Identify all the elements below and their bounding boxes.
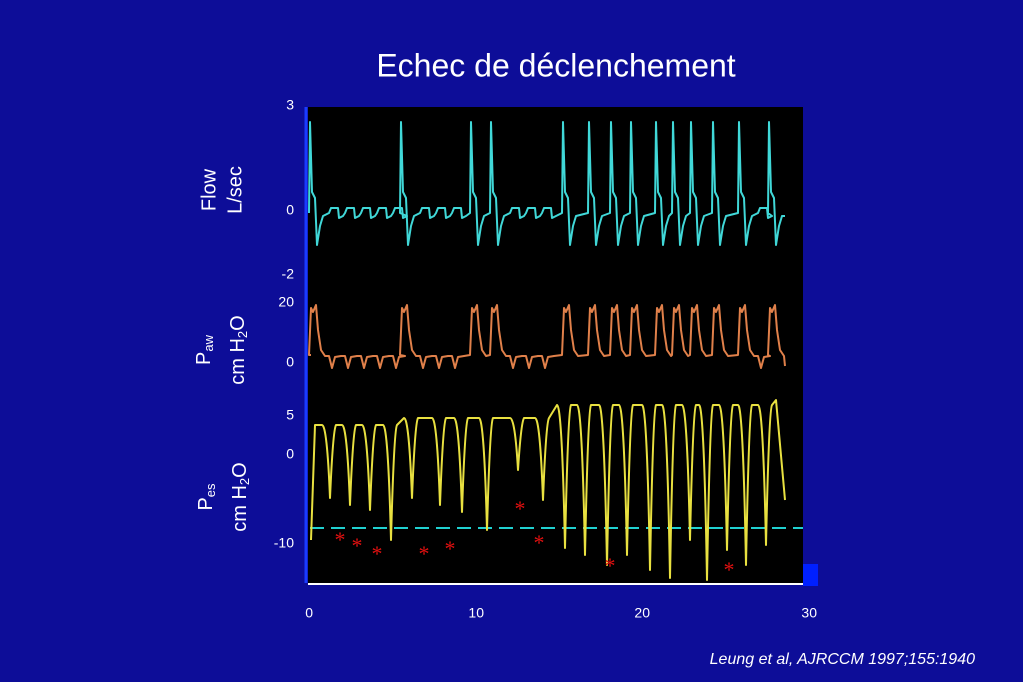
y-tick-label: 0 [286, 354, 294, 370]
marker: * [724, 557, 735, 582]
marker: * [445, 536, 456, 561]
subscript: es [203, 483, 218, 497]
traces [308, 121, 786, 581]
y-tick-label: -10 [274, 535, 294, 551]
marker: * [372, 541, 383, 566]
y-tick-label: -2 [282, 266, 295, 282]
marker: * [534, 530, 545, 555]
y-tick-label: 5 [286, 407, 294, 423]
unit: cm H [227, 338, 249, 385]
pressure-trace [308, 304, 786, 369]
marker: * [605, 553, 616, 578]
y-tick-label: 3 [286, 97, 294, 113]
marker: * [515, 496, 526, 521]
subscript: aw [201, 334, 216, 351]
x-tick-label: 0 [305, 605, 313, 621]
x-tick-label: 10 [468, 605, 484, 621]
marker: * [335, 527, 346, 552]
y-tick-label: 20 [278, 294, 294, 310]
symbol: P [195, 497, 217, 510]
x-tick-label: 30 [801, 605, 817, 621]
y-tick-label: 0 [286, 446, 294, 462]
y-tick-label: 0 [286, 202, 294, 218]
marker: * [352, 533, 363, 558]
subscript: 2 [237, 478, 252, 485]
unit: cm H [229, 485, 251, 532]
panel-label: Flow [198, 168, 220, 211]
symbol: P [193, 352, 215, 365]
unit: O [229, 462, 251, 478]
panel-label: cm H2O [229, 462, 252, 531]
subscript: 2 [235, 331, 250, 338]
citation: Leung et al, AJRCCM 1997;155:1940 [710, 651, 975, 668]
corner-block [803, 564, 818, 586]
flow-trace [308, 121, 785, 246]
marker: * [419, 541, 430, 566]
panel-label: Paw [193, 334, 216, 365]
title: Echec de déclenchement [376, 47, 735, 83]
esophageal-trace [310, 399, 786, 581]
panel-label: cm H2O [227, 315, 250, 384]
panel-label: L/sec [224, 166, 246, 214]
panel-label: Pes [195, 483, 218, 511]
x-tick-label: 20 [634, 605, 650, 621]
unit: O [227, 315, 249, 331]
